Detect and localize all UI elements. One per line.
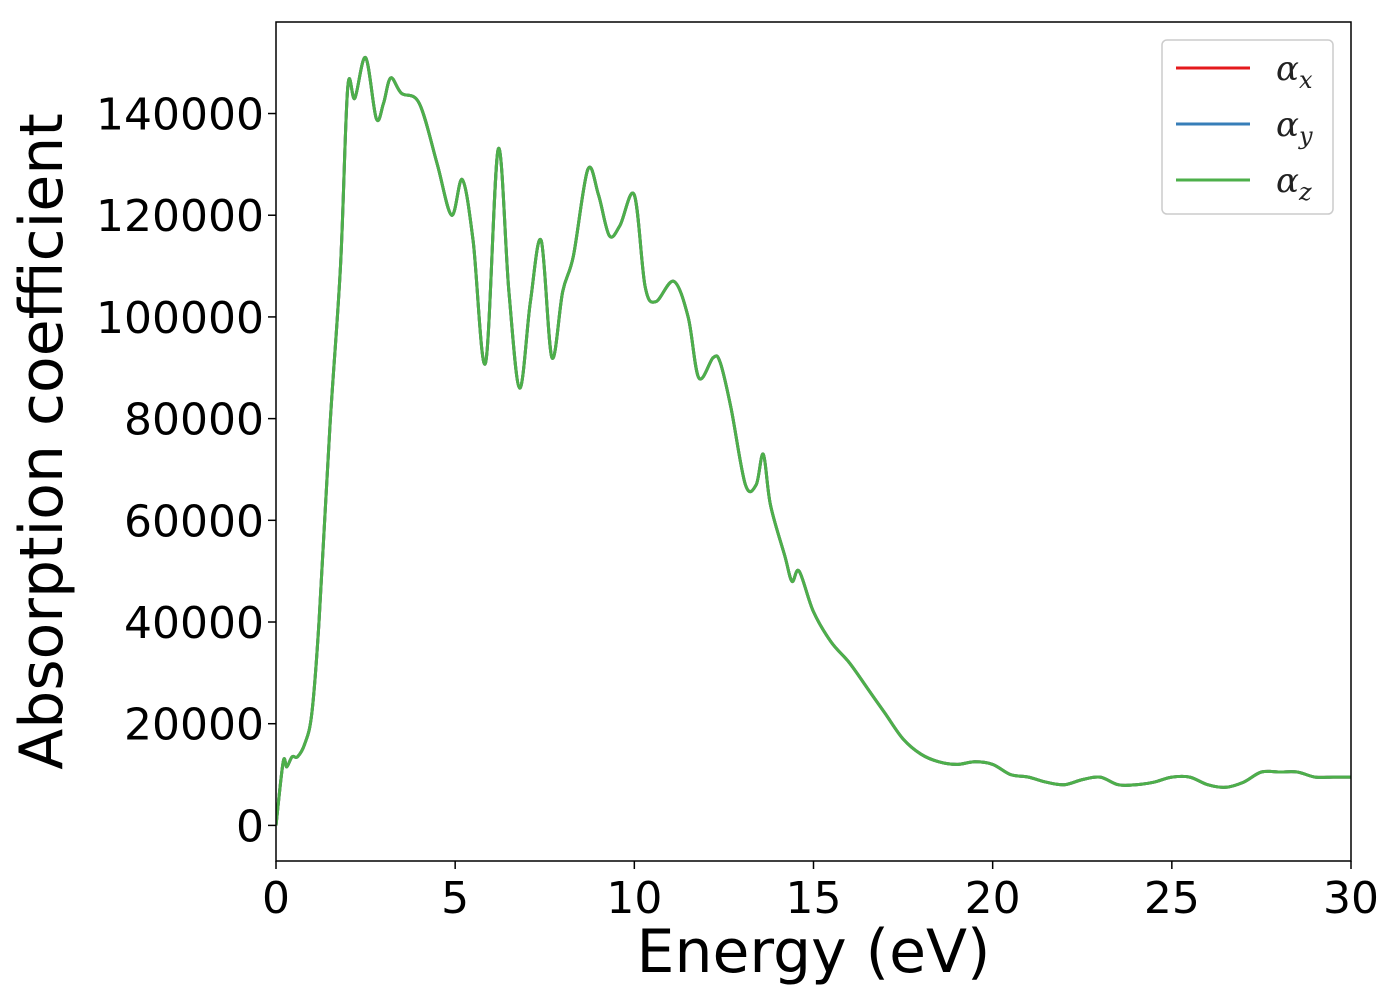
y-tick-label: 60000 (124, 496, 264, 547)
x-tick-label: 30 (1323, 873, 1379, 924)
x-tick-label: 5 (441, 873, 469, 924)
y-axis-title: Absorption coefficient (7, 113, 77, 770)
legend-label: αx (1276, 49, 1313, 94)
x-axis: 0 5 10 15 20 25 30 (262, 861, 1379, 924)
x-tick-label: 0 (262, 873, 290, 924)
legend-box (1161, 39, 1334, 215)
legend: αx αy αz (1161, 39, 1334, 215)
series-line-αz (276, 56, 1351, 826)
y-tick-label: 80000 (124, 395, 264, 446)
y-tick-label: 20000 (124, 700, 264, 751)
x-tick-label: 25 (1144, 873, 1200, 924)
x-tick-label: 20 (965, 873, 1021, 924)
y-tick-label: 0 (236, 801, 264, 852)
y-tick-label: 40000 (124, 598, 264, 649)
y-tick-label: 140000 (96, 90, 264, 141)
series-layer (276, 56, 1351, 826)
y-tick-label: 100000 (96, 293, 264, 344)
legend-label: αz (1276, 161, 1312, 206)
x-tick-label: 10 (606, 873, 662, 924)
y-axis: 0 20000 40000 60000 80000 100000 120000 140000 (96, 90, 276, 852)
x-tick-label: 15 (786, 873, 842, 924)
legend-label: αy (1276, 105, 1313, 150)
y-tick-label: 120000 (96, 191, 264, 242)
x-axis-title: Energy (eV) (637, 917, 991, 987)
